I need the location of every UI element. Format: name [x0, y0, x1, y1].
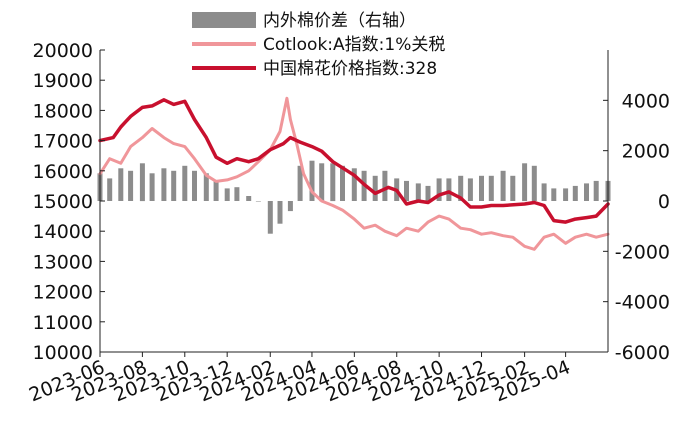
y-left-tick-label: 19000 — [33, 70, 93, 92]
spread-bar — [297, 165, 303, 201]
legend-label-cotlook: Cotlook:A指数:1%关税 — [263, 35, 445, 55]
spread-bar — [319, 163, 325, 202]
y-left-tick-label: 20000 — [33, 40, 93, 62]
spread-bar — [415, 183, 421, 201]
spread-bar — [107, 178, 113, 201]
y-right-tick-label: -2000 — [615, 241, 670, 263]
spread-bar — [563, 188, 569, 201]
spread-bar — [584, 183, 589, 201]
spread-bar — [192, 170, 197, 201]
spread-bar — [277, 201, 283, 224]
spread-bar — [224, 188, 230, 201]
y-right-tick-label: 2000 — [622, 141, 670, 163]
spread-bar — [149, 173, 155, 201]
spread-bar — [572, 185, 578, 201]
spread-bar — [287, 201, 293, 212]
y-left-tick-label: 17000 — [33, 131, 93, 153]
spread-bar — [267, 201, 273, 234]
spread-bar — [330, 163, 336, 202]
spread-bar — [425, 185, 431, 201]
spread-bar — [255, 201, 261, 202]
spread-bar — [551, 188, 557, 201]
spread-bars — [97, 160, 611, 234]
spread-bar — [182, 165, 188, 201]
spread-bar — [171, 170, 177, 201]
spread-bar — [522, 163, 528, 202]
spread-bar — [118, 168, 124, 201]
y-right-tick-label: 0 — [658, 191, 670, 213]
legend-label-spread: 内外棉价差（右轴） — [263, 11, 416, 31]
spread-bar — [128, 170, 134, 201]
spread-bar — [203, 173, 209, 201]
spread-bar — [404, 180, 409, 201]
spread-bar — [479, 175, 484, 201]
spread-bar — [510, 175, 516, 201]
y-left-tick-label: 14000 — [33, 221, 93, 243]
cotlook-line — [98, 96, 610, 251]
spread-bar — [593, 180, 599, 201]
y-right-tick-label: 4000 — [622, 90, 670, 112]
spread-bar — [309, 160, 315, 201]
spread-bar — [467, 178, 473, 201]
spread-bar — [382, 170, 388, 201]
spread-bar — [213, 180, 219, 201]
spread-bar — [531, 165, 537, 201]
y-right-tick-label: -4000 — [615, 292, 670, 314]
spread-bar — [436, 178, 442, 201]
spread-bar — [246, 196, 252, 201]
y-left-tick-label: 16000 — [33, 161, 93, 183]
y-left-tick-label: 13000 — [33, 251, 93, 273]
y-left-tick-label: 10000 — [33, 342, 93, 364]
y-left-tick-label: 18000 — [33, 100, 93, 122]
y-right-tick-label: -6000 — [615, 342, 670, 364]
spread-bar — [541, 183, 547, 201]
china-cotton-index-line — [98, 98, 610, 224]
spread-bar — [234, 187, 240, 201]
price-lines — [98, 96, 610, 251]
spread-bar — [488, 175, 494, 201]
y-left-tick-label: 15000 — [33, 191, 93, 213]
axes: 10000 11000 12000 13000 14000 15000 16000 17000… — [26, 40, 670, 406]
spread-bar — [372, 175, 378, 201]
y-left-tick-label: 12000 — [33, 282, 93, 304]
spread-bar — [351, 168, 357, 201]
spread-bar — [500, 170, 506, 201]
spread-bar — [139, 163, 145, 202]
spread-bar — [161, 168, 167, 201]
spread-bar — [458, 175, 464, 201]
legend-label-china: 中国棉花价格指数:328 — [263, 59, 437, 79]
y-left-tick-label: 11000 — [33, 312, 93, 334]
spread-bar — [446, 178, 452, 201]
spread-bar — [340, 165, 345, 201]
legend-swatch-spread — [192, 12, 256, 28]
